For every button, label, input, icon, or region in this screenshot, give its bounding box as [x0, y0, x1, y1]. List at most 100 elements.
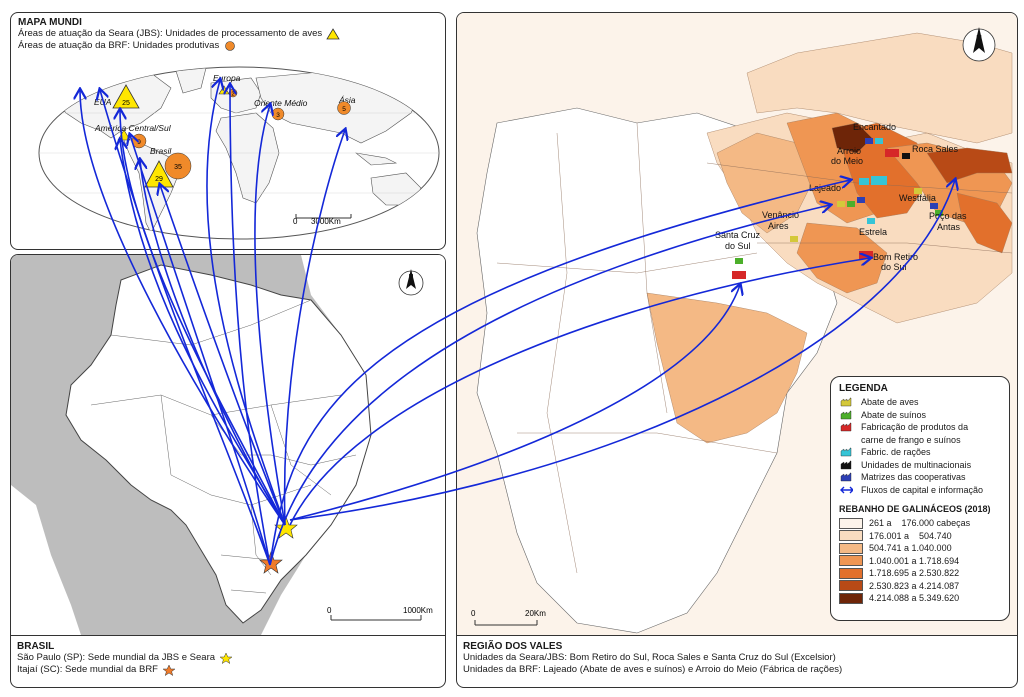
factory-icon: [839, 397, 853, 407]
world-brf-label: Áreas de atuação da BRF: Unidades produt…: [18, 40, 220, 51]
orange-circle-icon: [225, 41, 236, 51]
place-label-oriente-medio: Oriente Médio: [254, 98, 308, 108]
vales-caption: REGIÃO DOS VALES Unidades da Seara/JBS: …: [463, 641, 842, 676]
world-brf-legend: Áreas de atuação da BRF: Unidades produt…: [18, 40, 340, 52]
factory-icon: [839, 472, 853, 482]
orange-star-icon: [162, 664, 176, 676]
world-scale-label: 3000Km: [311, 217, 341, 226]
world-map-panel: MAPA MUNDI Áreas de atuação da Seara (JB…: [10, 12, 446, 250]
legend-classes: 261 a 176.000 cabeças 176.001 a 504.740 50…: [839, 517, 1003, 605]
vales-scale-label: 20Km: [525, 609, 546, 618]
brazil-caption-divider: [11, 635, 445, 636]
pacific-ocean: [11, 485, 81, 635]
brazil-sp-label: São Paulo (SP): Sede mundial da JBS e Se…: [17, 652, 216, 663]
brazil-map-panel: N 0 1000Km BRASIL São Paulo (SP): Sede m…: [10, 254, 446, 688]
vales-scale-bar: 0 20Km: [471, 609, 546, 626]
marker-eua-value: 25: [122, 100, 130, 107]
legend-item-label: Unidades de multinacionais: [861, 459, 972, 470]
vales-caption-divider: [457, 635, 1017, 636]
marker-amc-value: 9: [137, 139, 141, 146]
legend-class-swatch: [839, 530, 863, 542]
factory-icon-encantado: [865, 138, 883, 144]
brazil-scale-label: 1000Km: [403, 606, 433, 615]
brazil-title: BRASIL: [17, 641, 55, 652]
legend-class: 176.001 a 504.740: [839, 530, 1003, 543]
indonesia-shape: [354, 152, 398, 166]
city-bom-retiro-2: do Sul: [881, 262, 907, 272]
legend-class-swatch: [839, 542, 863, 554]
legend-item: carne de frango e suínos: [839, 434, 1003, 447]
legend-title: LEGENDA: [839, 383, 888, 394]
legend-item-label: Fabricação de produtos da: [861, 422, 969, 433]
factory-icon-estrela: [867, 218, 875, 224]
legend-class: 2.530.823 a 4.214.087: [839, 580, 1003, 593]
legend-item: Fabric. de rações: [839, 446, 1003, 459]
place-label-europa: Europa: [213, 73, 241, 83]
legend-class-label: 2.530.823 a 4.214.087: [869, 580, 960, 591]
legend-item: Fluxos de capital e informação: [839, 484, 1003, 497]
factory-icon: [839, 410, 853, 420]
rebanho-title: REBANHO DE GALINÁCEOS (2018): [839, 504, 991, 514]
legend-item: Abate de aves: [839, 396, 1003, 409]
legend-item-label: Fabric. de rações: [861, 447, 931, 458]
place-label-brasil: Brasil: [150, 146, 172, 156]
place-label-eua: EUA: [94, 97, 112, 107]
world-jbs-legend: Áreas de atuação da Seara (JBS): Unidade…: [18, 28, 340, 40]
legend-items: Abate de aves Abate de suínos Fabricação d…: [839, 396, 1003, 496]
legend-item: Unidades de multinacionais: [839, 459, 1003, 472]
place-label-america-central: América Central/Sul: [94, 123, 172, 133]
yellow-star-icon: [219, 652, 233, 664]
factory-icon: [839, 447, 853, 457]
vales-title: REGIÃO DOS VALES: [463, 641, 563, 652]
factory-icon-venancio: [790, 236, 798, 242]
svg-text:N: N: [408, 274, 413, 281]
brazil-itajai-row: Itajaí (SC): Sede mundial da BRF: [17, 664, 233, 676]
legend-class-label: 1.718.695 a 2.530.822: [869, 568, 960, 579]
legend-class: 4.214.088 a 5.349.620: [839, 592, 1003, 605]
brazil-scale-bar: 0 1000Km: [327, 606, 433, 621]
legend-item-label: Abate de aves: [861, 397, 919, 408]
legend-item-label: Abate de suínos: [861, 409, 927, 420]
city-venancio-2: Aires: [768, 221, 789, 231]
legend-class-label: 504.741 a 1.040.000: [869, 543, 952, 554]
brazil-scale-zero: 0: [327, 606, 332, 615]
svg-text:N: N: [976, 34, 982, 43]
brazil-caption: BRASIL São Paulo (SP): Sede mundial da J…: [17, 641, 233, 676]
marker-brasil-jbs-value: 29: [155, 176, 163, 183]
legend-class: 1.718.695 a 2.530.822: [839, 567, 1003, 580]
brazil-sp-row: São Paulo (SP): Sede mundial da JBS e Se…: [17, 652, 233, 664]
legend-item: Abate de suínos: [839, 409, 1003, 422]
city-venancio-1: Venâncio: [762, 210, 799, 220]
legend-class-label: 261 a 176.000 cabeças: [869, 518, 971, 529]
city-arroio-2: do Meio: [831, 156, 863, 166]
city-estrela: Estrela: [859, 227, 887, 237]
city-westfalia: Westfália: [899, 193, 936, 203]
city-arroio-1: Arroio: [837, 146, 861, 156]
legend-item-label: carne de frango e suínos: [861, 434, 961, 445]
legend-item: Matrizes das cooperativas: [839, 471, 1003, 484]
brazil-itajai-label: Itajaí (SC): Sede mundial da BRF: [17, 664, 158, 675]
city-poco-1: Poço das: [929, 211, 967, 221]
legend-class-swatch: [839, 517, 863, 529]
vales-scale-zero: 0: [471, 609, 476, 618]
city-roca-sales: Roca Sales: [912, 144, 959, 154]
marker-asia-brf: [337, 101, 351, 115]
world-map: EUA Europa Oriente Médio Ásia América Ce…: [38, 66, 440, 240]
marker-europa-value: 2: [231, 92, 234, 98]
marker-brasil-brf-value: 35: [174, 164, 182, 171]
vales-line-1: Unidades da Seara/JBS: Bom Retiro do Sul…: [463, 652, 836, 663]
world-map-title: MAPA MUNDI: [18, 17, 82, 28]
legend-class: 1.040.001 a 1.718.694: [839, 555, 1003, 568]
legend-class-label: 1.040.001 a 1.718.694: [869, 555, 960, 566]
legend-class-swatch: [839, 580, 863, 592]
legend-item-label: Fluxos de capital e informação: [861, 484, 984, 495]
city-poco-2: Antas: [937, 222, 961, 232]
marker-asia-value: 5: [342, 106, 346, 113]
vales-north-arrow-icon: N: [962, 27, 996, 62]
vales-line-2: Unidades da BRF: Lajeado (Abate de aves …: [463, 664, 843, 675]
city-lajeado: Lajeado: [809, 183, 841, 193]
marker-oriente-value: 3: [276, 112, 280, 119]
city-bom-retiro-1: Bom Retiro: [873, 252, 918, 262]
city-santa-cruz-2: do Sul: [725, 241, 751, 251]
world-map-header: MAPA MUNDI Áreas de atuação da Seara (JB…: [18, 17, 340, 52]
